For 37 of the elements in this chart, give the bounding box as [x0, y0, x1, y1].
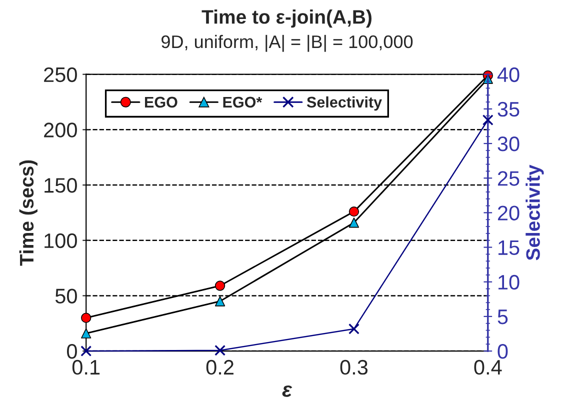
point [81, 328, 92, 338]
y2-axis-title: Selectivity [526, 164, 544, 260]
y2-tick-label: 25 [498, 171, 520, 186]
point [348, 218, 360, 228]
x-axis-title: ε [282, 385, 292, 397]
y2-tick-label: 20 [498, 206, 520, 220]
y2-tick-label: 30 [498, 136, 520, 152]
y2-tick-label: 10 [498, 274, 520, 290]
y-tick-label: 200 [44, 122, 77, 138]
y2-tick-label: 35 [498, 102, 520, 117]
x-tick-label: 0.4 [474, 360, 502, 375]
y2-tick-label: 5 [498, 310, 508, 324]
y-tick-label: 100 [44, 233, 77, 248]
y2-tick-label: 0 [498, 344, 508, 359]
point [81, 312, 92, 323]
y2-tick-label: 40 [497, 67, 520, 82]
y-tick-label: 0 [66, 344, 77, 359]
point [214, 280, 226, 291]
y-axis-title: Time (secs) [19, 160, 38, 266]
chart-title: Time to ε-join(A,B) [202, 10, 372, 28]
point [80, 346, 92, 357]
legend-label: Selectivity [306, 96, 382, 111]
y-tick-label: 150 [44, 178, 77, 193]
chart-subtitle: 9D, uniform, |A| = |B| = 100,000 [162, 34, 413, 52]
point [482, 114, 494, 126]
x-tick-label: 0.1 [72, 360, 100, 375]
point [214, 344, 226, 356]
legend-label: EGO* [223, 96, 262, 108]
x-tick-label: 0.2 [206, 360, 234, 375]
point [348, 206, 360, 217]
y-tick-label: 250 [44, 67, 77, 82]
x-tick-label: 0.3 [340, 360, 368, 375]
y-tick-label: 50 [55, 288, 77, 304]
point [214, 296, 226, 306]
y2-tick-label: 15 [498, 240, 520, 256]
legend-label: EGO [145, 96, 178, 108]
point [348, 323, 360, 334]
